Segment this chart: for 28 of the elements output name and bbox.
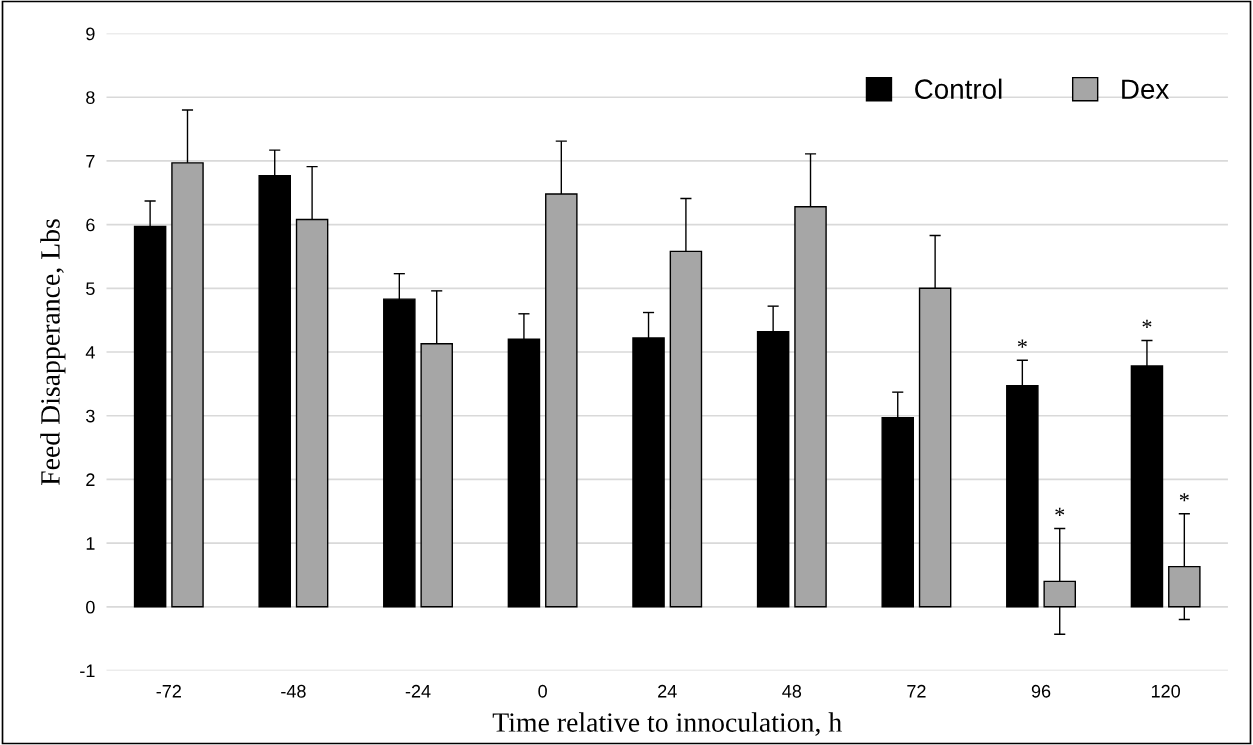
x-tick-label: 72 <box>907 684 926 698</box>
y-tick-label: 0 <box>86 600 95 614</box>
x-tick-label: 48 <box>782 684 802 698</box>
y-tick-label: 1 <box>86 537 95 550</box>
y-tick-label: 9 <box>86 27 95 41</box>
x-tick-label: 120 <box>1151 684 1180 698</box>
y-tick-label: 3 <box>86 409 95 423</box>
x-tick-label: 0 <box>538 684 547 698</box>
y-axis-title: Feed Disapperance, Lbs <box>40 219 66 486</box>
x-tick-label: 24 <box>658 684 677 698</box>
data-label: * <box>1017 339 1027 348</box>
x-tick-label: -72 <box>156 684 181 698</box>
y-tick-label: 6 <box>86 218 95 232</box>
data-label: * <box>1055 507 1065 516</box>
x-tick-label: -24 <box>405 684 431 698</box>
data-label: * <box>1179 493 1189 502</box>
y-tick-label: -1 <box>80 664 95 678</box>
y-tick-label: 5 <box>86 282 95 296</box>
y-tick-label: 4 <box>85 346 95 359</box>
x-axis-title: Time relative to innoculation, h <box>492 712 842 736</box>
x-tick-label: 96 <box>1031 684 1051 698</box>
legend-label: Control <box>915 78 1002 100</box>
x-tick-label: -48 <box>281 684 306 698</box>
y-tick-label: 2 <box>86 473 95 486</box>
data-label: * <box>1142 319 1152 329</box>
y-tick-label: 8 <box>86 91 95 104</box>
legend-label: Dex <box>1122 79 1169 100</box>
y-tick-label: 7 <box>86 155 95 168</box>
